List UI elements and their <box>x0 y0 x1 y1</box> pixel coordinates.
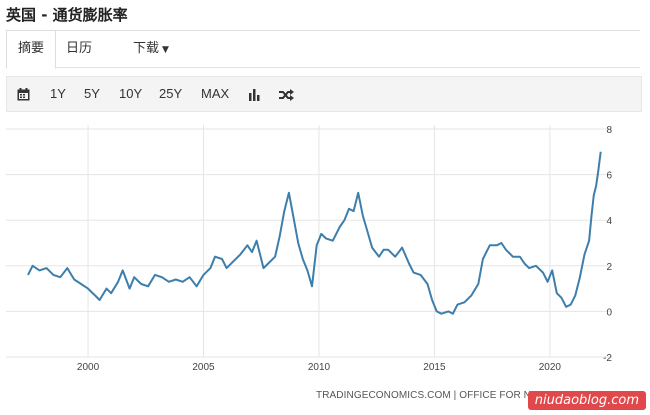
range-max-button[interactable]: MAX <box>201 86 230 101</box>
compare-button[interactable] <box>279 77 294 111</box>
page-title: 英国 - 通货膨胀率 <box>6 6 128 24</box>
range-10y-button[interactable]: 10Y <box>119 86 143 101</box>
tab-summary-label: 摘要 <box>17 41 44 56</box>
chart-toolbar: 1Y 5Y 10Y 25Y MAX <box>6 76 642 112</box>
y-tick-label: 8 <box>606 125 612 136</box>
y-tick-label: 6 <box>606 171 612 182</box>
tab-summary[interactable]: 摘要 <box>6 30 56 69</box>
x-tick-label: 2010 <box>308 362 331 373</box>
y-tick-label: 0 <box>606 307 612 318</box>
tab-bar: 摘要 日历 下载 ▼ <box>6 30 640 69</box>
bar-chart-icon <box>249 88 260 101</box>
tab-download-label: 下载 <box>133 41 160 56</box>
x-tick-label: 2000 <box>77 362 100 373</box>
source-credit: TRADINGECONOMICS.COM | OFFICE FOR NATION… <box>316 390 634 401</box>
tab-calendar-label: 日历 <box>66 41 93 56</box>
y-tick-label: 4 <box>606 216 612 227</box>
tab-download[interactable]: 下载 ▼ <box>133 31 169 67</box>
y-tick-label: -2 <box>603 353 612 364</box>
range-5y-button[interactable]: 5Y <box>84 86 100 101</box>
shuffle-icon <box>279 88 294 101</box>
calendar-button[interactable] <box>17 77 30 111</box>
calendar-icon <box>17 88 30 101</box>
caret-down-icon: ▼ <box>162 45 169 55</box>
chart-type-button[interactable] <box>248 77 261 111</box>
y-tick-label: 2 <box>606 262 612 273</box>
x-tick-label: 2005 <box>192 362 215 373</box>
inflation-series-line <box>27 151 602 315</box>
range-25y-button[interactable]: 25Y <box>159 86 183 101</box>
x-tick-label: 2020 <box>539 362 562 373</box>
watermark-badge: niudaoblog.com <box>527 391 646 410</box>
range-1y-button[interactable]: 1Y <box>50 86 66 101</box>
tab-calendar[interactable]: 日历 <box>66 31 92 67</box>
x-tick-label: 2015 <box>423 362 446 373</box>
